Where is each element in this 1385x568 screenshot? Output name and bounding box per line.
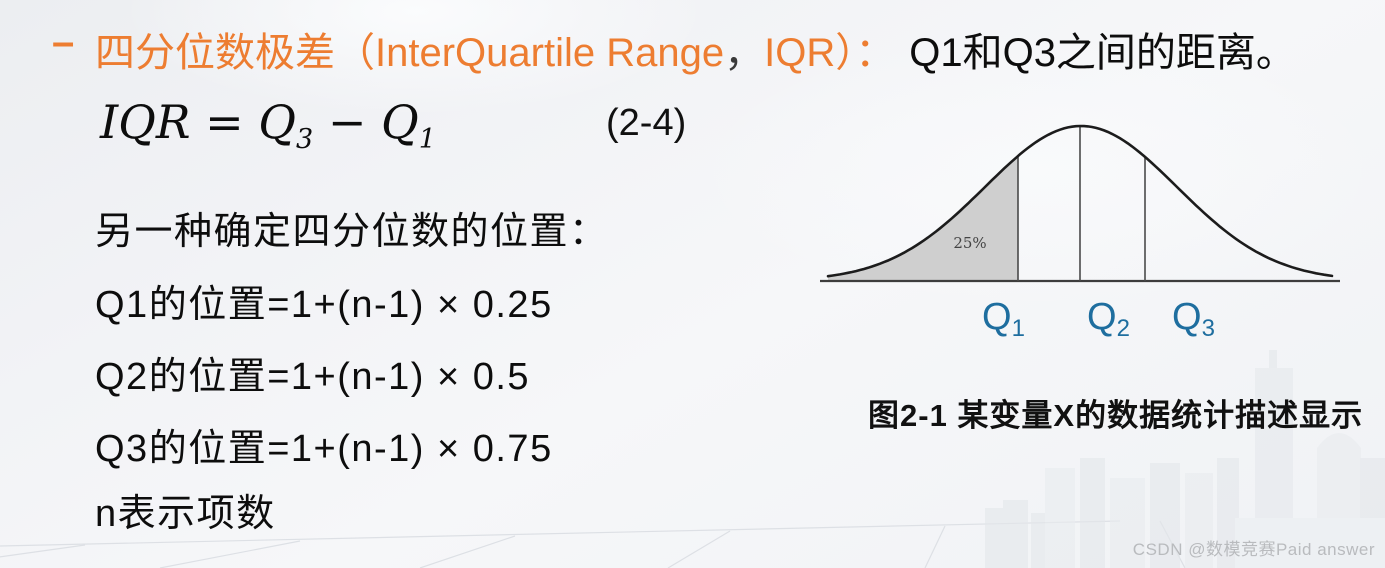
iqr-formula: IQR = Q3 − Q1 — [100, 95, 436, 153]
body-line-q1-position: Q1的位置=1+(n-1) × 0.25 — [95, 284, 553, 326]
title-black-part: Q1和Q3之间的距离。 — [909, 31, 1296, 75]
q1-label: Q1 — [982, 296, 1025, 342]
equation-number: (2-4) — [606, 102, 687, 144]
normal-distribution-figure: 25% — [820, 124, 1340, 283]
quartile-shaded-area — [828, 156, 1018, 281]
formula-subscript-1: 1 — [418, 124, 436, 155]
body-line-q3-position: Q3的位置=1+(n-1) × 0.75 — [95, 428, 553, 470]
title-comma: ， — [724, 31, 765, 75]
q1-label-sub: 1 — [1011, 315, 1025, 342]
formula-minus-term: − Q — [313, 95, 419, 149]
formula-subscript-3: 3 — [296, 124, 314, 155]
q2-label-base: Q — [1087, 296, 1117, 338]
q3-label-base: Q — [1172, 296, 1202, 338]
body-line-intro: 另一种确定四分位数的位置： — [95, 211, 609, 253]
title-orange-part1: 四分位数极差（InterQuartile Range — [95, 31, 725, 75]
bell-curve-path — [826, 124, 1334, 278]
watermark-text: CSDN @数模竞赛Paid answer — [1132, 540, 1375, 559]
q2-label: Q2 — [1087, 296, 1130, 342]
shade-percentage-label: 25% — [953, 234, 986, 252]
q3-label-sub: 3 — [1201, 315, 1215, 342]
page-title: 四分位数极差（InterQuartile Range，IQR）： Q1和Q3之间的… — [95, 20, 1296, 78]
city-skyline-decoration — [985, 350, 1385, 568]
title-orange-part2: IQR）： — [764, 31, 896, 75]
body-line-n-note: n表示项数 — [95, 493, 276, 535]
q2-label-sub: 2 — [1116, 315, 1130, 342]
bullet-dash: – — [52, 20, 75, 64]
figure-caption: 图2-1 某变量X的数据统计描述显示 — [868, 398, 1364, 433]
body-line-q2-position: Q2的位置=1+(n-1) × 0.5 — [95, 356, 531, 398]
q3-label: Q3 — [1172, 296, 1215, 342]
formula-term: IQR = Q — [100, 95, 297, 149]
q1-label-base: Q — [982, 296, 1012, 338]
